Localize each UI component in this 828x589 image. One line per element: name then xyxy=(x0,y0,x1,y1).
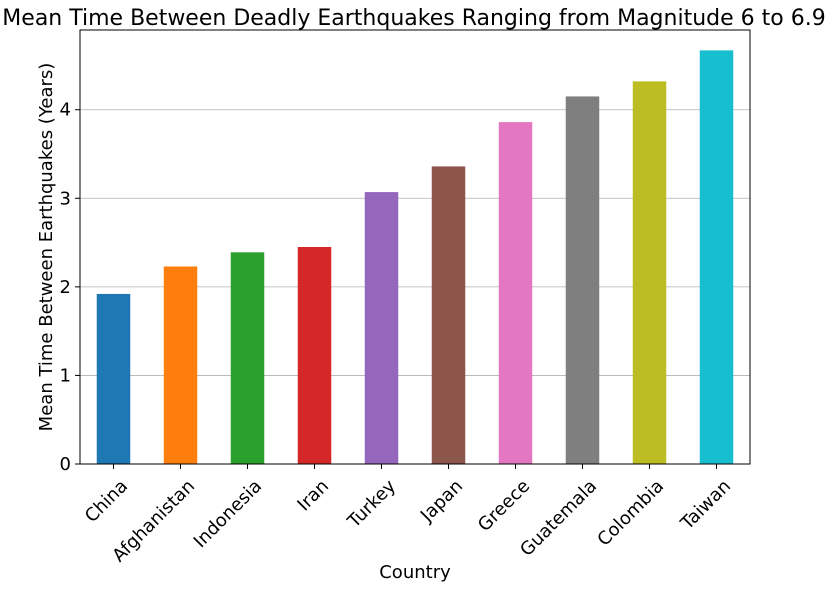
y-axis: 0 1 2 3 4 xyxy=(60,100,80,475)
bar-afghanistan xyxy=(163,266,198,464)
chart-title: Mean Time Between Deadly Earthquakes Ran… xyxy=(2,6,825,31)
x-tick-label-greece: Greece xyxy=(474,476,534,536)
bar-china xyxy=(96,293,131,464)
bars xyxy=(96,50,734,465)
bar-iran xyxy=(297,247,332,464)
bar-indonesia xyxy=(230,252,265,464)
y-tick-label-2: 2 xyxy=(60,277,71,298)
x-tick-label-turkey: Turkey xyxy=(343,475,400,532)
x-tick-label-indonesia: Indonesia xyxy=(190,476,266,552)
y-tick-label-4: 4 xyxy=(60,100,71,121)
bar-colombia xyxy=(632,81,667,464)
y-tick-label-1: 1 xyxy=(60,365,71,386)
x-tick-label-taiwan: Taiwan xyxy=(676,476,735,535)
plot-frame xyxy=(79,29,751,465)
x-tick-label-japan: Japan xyxy=(416,476,467,527)
x-axis-label: Country xyxy=(379,562,451,583)
y-axis-label: Mean Time Between Earthquakes (Years) xyxy=(36,63,57,432)
bar-turkey xyxy=(364,192,399,465)
bar-japan xyxy=(431,166,466,464)
bar-guatemala xyxy=(565,96,600,464)
bar-taiwan xyxy=(699,50,734,464)
x-tick-label-colombia: Colombia xyxy=(593,476,668,551)
x-tick-label-iran: Iran xyxy=(293,476,333,516)
y-tick-label-3: 3 xyxy=(60,188,71,209)
bar-greece xyxy=(498,122,533,464)
x-tick-label-china: China xyxy=(81,476,132,527)
y-tick-label-0: 0 xyxy=(60,454,71,475)
